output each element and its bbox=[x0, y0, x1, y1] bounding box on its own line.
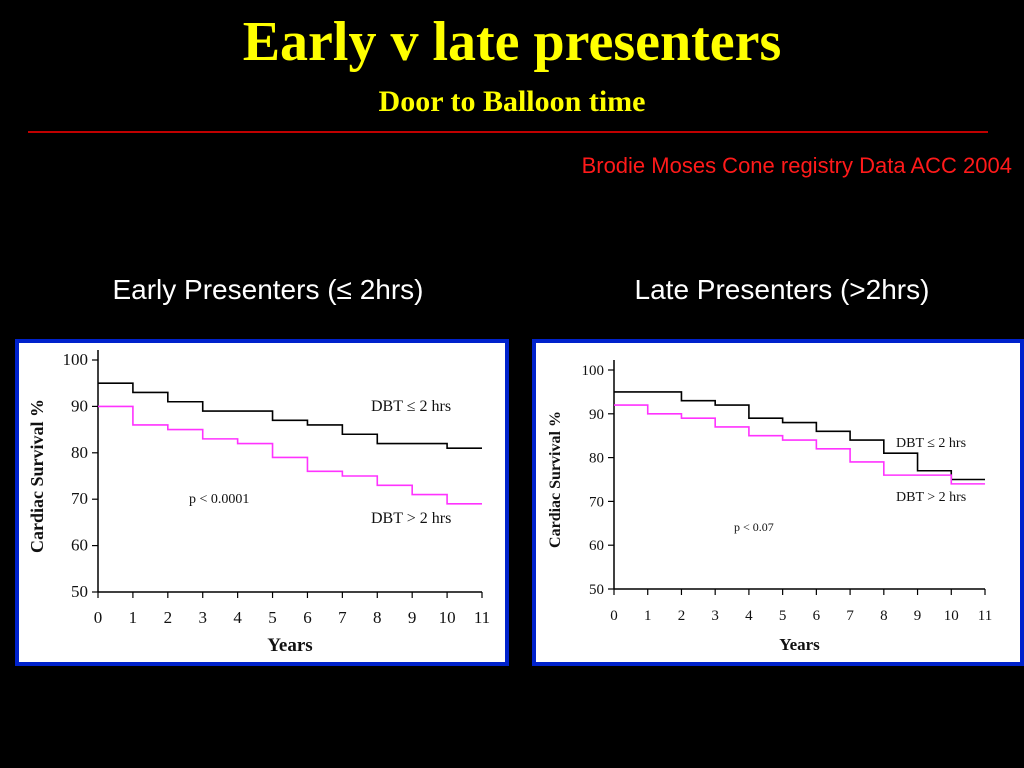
y-axis-label: Cardiac Survival % bbox=[547, 411, 564, 548]
late-presenters-chart-frame: 50 60 70 80 90 100 0 1 2 3 4 5 6 7 8 9 10 11 Cardiac Survi… bbox=[532, 339, 1024, 666]
x-tick-label: 8 bbox=[373, 608, 382, 627]
x-tick-label: 2 bbox=[164, 608, 173, 627]
early-presenters-heading: Early Presenters (≤ 2hrs) bbox=[112, 274, 424, 305]
x-tick-label: 1 bbox=[644, 608, 652, 624]
series-line-dbt-gt-2hrs bbox=[614, 404, 985, 485]
x-tick-label: 11 bbox=[978, 608, 992, 624]
y-tick-label: 70 bbox=[71, 489, 88, 508]
x-tick-label: 3 bbox=[711, 608, 719, 624]
early-presenters-chart-frame: 50 60 70 80 90 100 0 1 2 3 4 5 6 7 8 9 10 11 Cardiac Survi… bbox=[15, 339, 509, 666]
p-value-annotation: p < 0.07 bbox=[734, 520, 774, 534]
series-label: DBT > 2 hrs bbox=[371, 510, 451, 527]
series-label: DBT ≤ 2 hrs bbox=[896, 436, 966, 451]
x-tick-label: 2 bbox=[678, 608, 686, 624]
y-tick-label: 60 bbox=[71, 536, 88, 555]
x-axis-label: Years bbox=[779, 635, 820, 654]
x-tick-label: 3 bbox=[198, 608, 207, 627]
y-tick-label: 80 bbox=[71, 443, 88, 462]
late-presenters-heading: Late Presenters (>2hrs) bbox=[634, 274, 930, 305]
x-tick-label: 4 bbox=[233, 608, 242, 627]
x-axis-label: Years bbox=[267, 635, 312, 656]
x-tick-label: 7 bbox=[338, 608, 347, 627]
source-citation: Brodie Moses Cone registry Data ACC 2004 bbox=[581, 153, 1012, 178]
slide-subtitle: Door to Balloon time bbox=[378, 85, 646, 118]
y-axis-label: Cardiac Survival % bbox=[27, 399, 47, 553]
y-tick-label: 90 bbox=[589, 407, 604, 423]
series-label: DBT > 2 hrs bbox=[896, 490, 966, 505]
y-tick-label: 100 bbox=[582, 363, 605, 379]
late-presenters-chart: 50 60 70 80 90 100 0 1 2 3 4 5 6 7 8 9 10 11 Cardiac Survi… bbox=[536, 343, 1020, 662]
x-tick-label: 6 bbox=[303, 608, 312, 627]
x-tick-label: 10 bbox=[439, 608, 456, 627]
y-tick-label: 60 bbox=[589, 538, 604, 554]
early-presenters-chart: 50 60 70 80 90 100 0 1 2 3 4 5 6 7 8 9 10 11 Cardiac Survi… bbox=[19, 343, 505, 662]
series-line-dbt-gt-2hrs bbox=[98, 405, 482, 505]
y-tick-label: 70 bbox=[589, 494, 604, 510]
series-line-dbt-le-2hrs bbox=[614, 391, 985, 481]
x-tick-label: 0 bbox=[610, 608, 618, 624]
series-label: DBT ≤ 2 hrs bbox=[371, 398, 451, 415]
title-divider bbox=[28, 131, 988, 133]
x-tick-label: 5 bbox=[779, 608, 787, 624]
y-tick-label: 50 bbox=[589, 582, 604, 598]
x-tick-label: 6 bbox=[813, 608, 821, 624]
x-tick-label: 1 bbox=[129, 608, 138, 627]
slide-title: Early v late presenters bbox=[242, 11, 782, 73]
series-line-dbt-le-2hrs bbox=[98, 382, 482, 449]
x-tick-label: 8 bbox=[880, 608, 888, 624]
x-tick-label: 10 bbox=[944, 608, 959, 624]
y-tick-label: 50 bbox=[71, 582, 88, 601]
x-tick-label: 9 bbox=[408, 608, 417, 627]
p-value-annotation: p < 0.0001 bbox=[189, 492, 249, 507]
x-tick-label: 5 bbox=[268, 608, 277, 627]
y-tick-label: 100 bbox=[63, 350, 89, 369]
x-tick-label: 7 bbox=[846, 608, 854, 624]
x-tick-label: 0 bbox=[94, 608, 103, 627]
x-tick-label: 4 bbox=[745, 608, 753, 624]
x-tick-label: 9 bbox=[914, 608, 922, 624]
y-tick-label: 80 bbox=[589, 451, 604, 467]
x-tick-label: 11 bbox=[474, 608, 490, 627]
y-tick-label: 90 bbox=[71, 396, 88, 415]
